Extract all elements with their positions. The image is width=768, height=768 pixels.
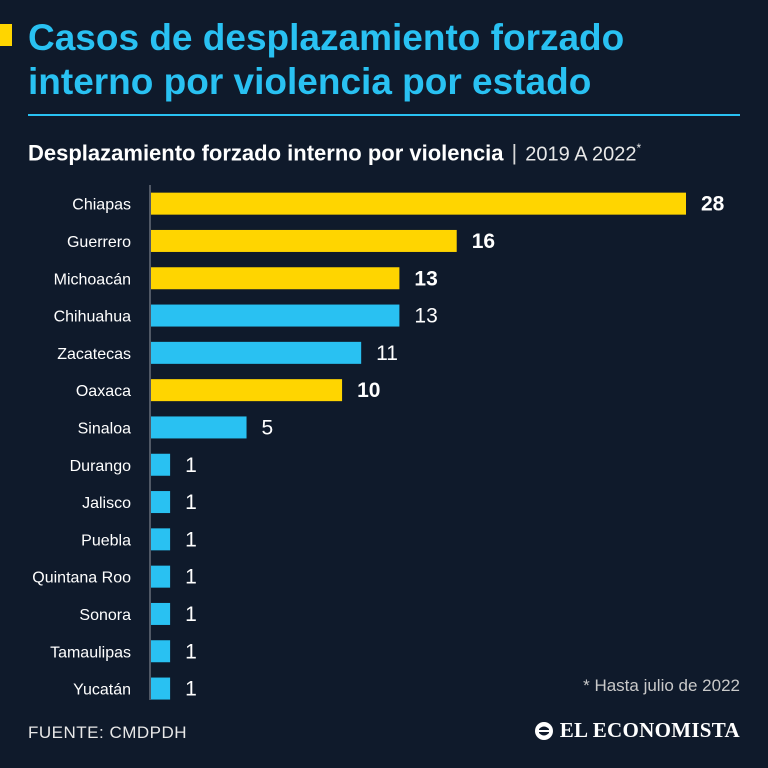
brand-logo: EL ECONOMISTA — [534, 718, 740, 743]
chart-subtitle: Desplazamiento forzado interno por viole… — [28, 134, 748, 168]
bar-value-label: 1 — [185, 566, 197, 589]
bar-value-label: 1 — [185, 678, 197, 700]
category-label: Yucatán — [73, 682, 131, 699]
bar — [151, 640, 171, 663]
category-label: Puebla — [81, 532, 131, 549]
bar-value-label: 1 — [185, 491, 197, 514]
bar-value-label: 1 — [185, 603, 197, 626]
footnote: * Hasta julio de 2022 — [583, 676, 740, 695]
page-title: Casos de desplazamiento forzado interno … — [28, 17, 625, 102]
chart-subtitle-range: 2019 A 2022 — [525, 143, 637, 166]
bar — [151, 602, 171, 625]
bar — [151, 491, 171, 514]
bar — [151, 379, 343, 402]
category-label: Chiapas — [72, 197, 131, 214]
bar-value-label: 13 — [414, 267, 437, 290]
source-label: FUENTE: CMDPDH — [28, 723, 188, 742]
bar — [151, 341, 362, 364]
bar — [151, 416, 247, 439]
bar — [151, 453, 171, 476]
bar — [151, 528, 171, 551]
chart-subtitle-separator: | — [511, 140, 518, 166]
bar-chart: Chiapas 28 Guerrero 16 Michoacán 13 Chihuahua 1… — [32, 185, 725, 700]
bar — [151, 565, 171, 588]
bar-value-label: 11 — [376, 342, 398, 365]
bar-value-label: 1 — [185, 640, 197, 663]
bar-value-label: 1 — [185, 528, 197, 551]
bar — [151, 677, 171, 700]
bar-value-label: 1 — [185, 454, 197, 477]
category-label: Tamaulipas — [50, 644, 131, 661]
category-label: Quintana Roo — [32, 570, 131, 587]
category-label: Jalisco — [82, 495, 131, 512]
bar — [151, 229, 457, 252]
category-label: Guerrero — [67, 234, 131, 251]
bar — [151, 192, 686, 215]
el-economista-logo-icon — [534, 721, 553, 740]
category-label: Sinaloa — [78, 420, 131, 437]
category-label: Chihuahua — [54, 309, 132, 326]
category-label: Michoacán — [54, 271, 131, 288]
bar — [151, 267, 400, 290]
category-label: Zacatecas — [57, 346, 131, 363]
title-divider — [28, 114, 740, 116]
chart-subtitle-main: Desplazamiento forzado interno por viole… — [28, 140, 504, 166]
brand-name: EL ECONOMISTA — [559, 718, 740, 742]
bar — [151, 304, 400, 327]
category-label: Oaxaca — [76, 383, 131, 400]
title-accent-bar — [0, 24, 12, 46]
category-label: Durango — [70, 458, 131, 475]
bar-value-label: 13 — [414, 305, 437, 328]
bar-value-label: 16 — [472, 230, 495, 253]
bar-value-label: 10 — [357, 379, 380, 402]
bar-value-label: 5 — [262, 416, 274, 439]
category-label: Sonora — [79, 607, 131, 624]
bar-value-label: 28 — [701, 193, 725, 216]
chart-subtitle-asterisk: * — [636, 141, 642, 155]
